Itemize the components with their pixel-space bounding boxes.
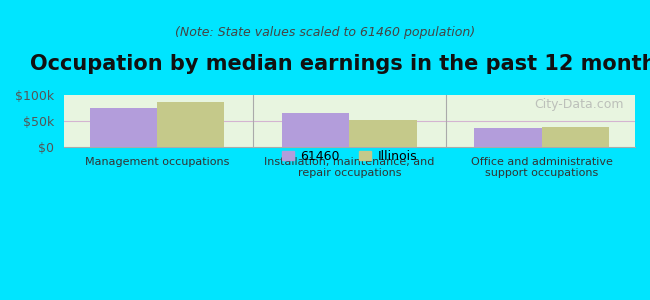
Text: (Note: State values scaled to 61460 population): (Note: State values scaled to 61460 popu…	[175, 26, 475, 39]
Bar	[157, 102, 224, 147]
Bar	[474, 128, 541, 147]
Bar	[541, 127, 609, 147]
Text: City-Data.com: City-Data.com	[534, 98, 623, 111]
Legend: 61460, Illinois: 61460, Illinois	[277, 145, 422, 168]
Bar	[90, 107, 157, 147]
Bar	[282, 113, 350, 147]
Bar	[350, 120, 417, 147]
Title: Occupation by median earnings in the past 12 months: Occupation by median earnings in the pas…	[30, 54, 650, 74]
